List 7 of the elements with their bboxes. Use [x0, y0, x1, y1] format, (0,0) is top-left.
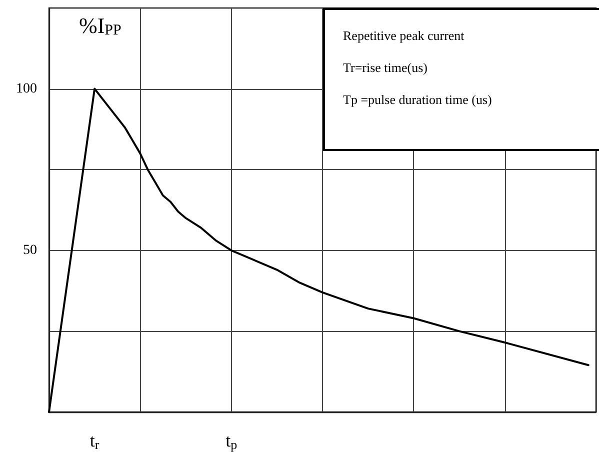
- y-tick-label: 100: [16, 81, 37, 96]
- annotation: Repetitive peak current: [343, 28, 464, 44]
- y-axis-title: %IPP: [79, 13, 122, 38]
- y-tick-label: 50: [23, 242, 37, 258]
- line-series: [48, 88, 590, 413]
- annotation: Tr=rise time(us): [343, 60, 428, 76]
- annotation: Tp =pulse duration time (us): [343, 92, 492, 108]
